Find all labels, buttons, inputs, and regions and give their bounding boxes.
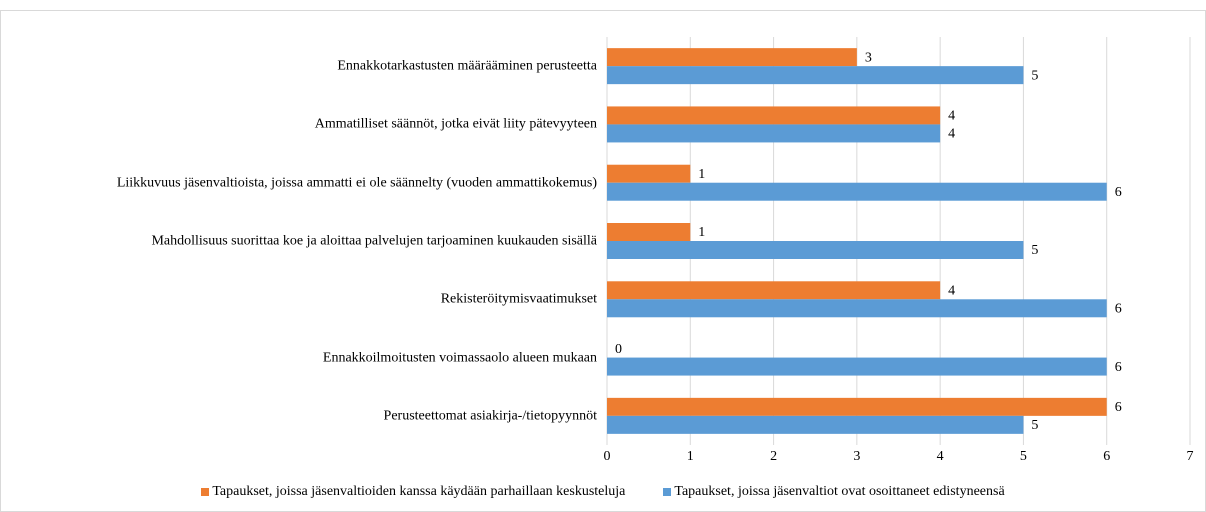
- legend-label: Tapaukset, joissa jäsenvaltioiden kanssa…: [212, 484, 626, 499]
- x-tick-label: 0: [604, 449, 611, 464]
- bar: [607, 357, 1107, 376]
- bar: [607, 299, 1107, 318]
- legend-item: Tapaukset, joissa jäsenvaltioiden kanssa…: [201, 484, 625, 500]
- x-tick-label: 4: [937, 449, 944, 464]
- bar: [607, 182, 1107, 201]
- category-text: Ennakkoilmoitusten voimassaolo alueen mu…: [322, 350, 597, 366]
- value-label: 5: [1031, 418, 1038, 433]
- value-label: 4: [948, 109, 955, 124]
- value-label: 5: [1031, 243, 1038, 258]
- category-label: Mahdollisuus suorittaa koe ja aloittaa p…: [7, 233, 597, 250]
- value-label: 0: [615, 342, 622, 357]
- category-text: Rekisteröitymisvaatimukset: [440, 291, 597, 307]
- category-label: Ennakkotarkastusten määrääminen perustee…: [7, 58, 597, 75]
- bar: [607, 415, 1024, 434]
- category-text: Ammatilliset säännöt, jotka eivät liity …: [314, 116, 597, 132]
- value-label: 6: [1115, 185, 1122, 200]
- legend-swatch: [663, 488, 672, 496]
- category-text: Perusteettomat asiakirja-/tietopyynnöt: [383, 408, 597, 424]
- bar: [607, 48, 857, 67]
- value-label: 6: [1115, 302, 1122, 317]
- legend-item: Tapaukset, joissa jäsenvaltiot ovat osoi…: [663, 484, 1005, 500]
- value-label: 5: [1031, 68, 1038, 83]
- legend-swatch: [201, 488, 210, 496]
- bar: [607, 124, 941, 143]
- value-label: 4: [948, 284, 955, 299]
- bar: [607, 164, 691, 183]
- category-label: Rekisteröitymisvaatimukset: [7, 291, 597, 308]
- value-label: 1: [698, 225, 705, 240]
- value-label: 6: [1115, 360, 1122, 375]
- bar: [607, 106, 941, 125]
- x-tick-label: 7: [1187, 449, 1194, 464]
- x-tick-label: 3: [853, 449, 860, 464]
- legend: Tapaukset, joissa jäsenvaltioiden kanssa…: [0, 484, 1206, 500]
- category-label: Ammatilliset säännöt, jotka eivät liity …: [7, 116, 597, 133]
- x-tick-label: 1: [687, 449, 694, 464]
- x-tick-label: 2: [770, 449, 777, 464]
- bar: [607, 397, 1107, 416]
- bar: [607, 281, 941, 300]
- value-label: 4: [948, 127, 955, 142]
- value-label: 6: [1115, 400, 1122, 415]
- category-text: Liikkuvuus jäsenvaltioista, joissa ammat…: [116, 175, 597, 191]
- category-text: Mahdollisuus suorittaa koe ja aloittaa p…: [151, 233, 597, 249]
- bar: [607, 241, 1024, 259]
- category-label: Perusteettomat asiakirja-/tietopyynnöt: [7, 407, 597, 424]
- category-label: Ennakkoilmoitusten voimassaolo alueen mu…: [7, 349, 597, 366]
- category-text: Ennakkotarkastusten määrääminen perustee…: [337, 58, 597, 74]
- bar: [607, 223, 691, 241]
- bar: [607, 66, 1024, 85]
- x-tick-label: 6: [1103, 449, 1110, 464]
- legend-label: Tapaukset, joissa jäsenvaltiot ovat osoi…: [674, 484, 1005, 499]
- value-label: 1: [698, 167, 705, 182]
- frame: [0, 10, 1206, 512]
- x-tick-label: 5: [1020, 449, 1027, 464]
- value-label: 3: [865, 50, 872, 65]
- category-label: Liikkuvuus jäsenvaltioista, joissa ammat…: [7, 174, 597, 191]
